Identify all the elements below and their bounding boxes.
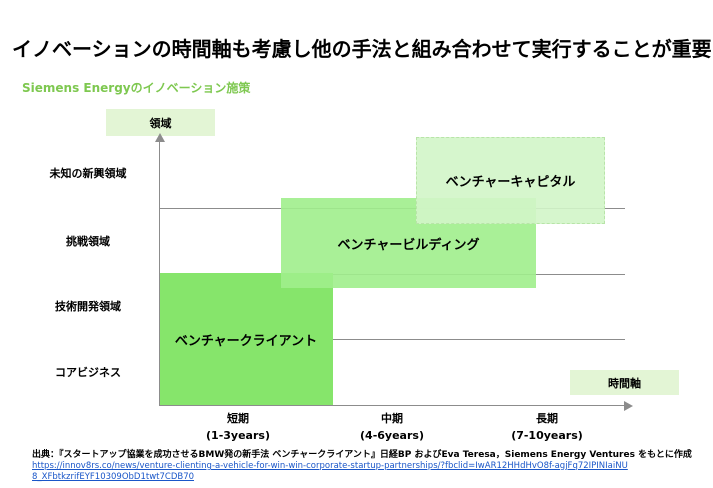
y-level-tech-dev: 技術開発領域 <box>55 300 121 313</box>
venture-capital-block: ベンチャーキャピタル <box>416 137 605 224</box>
x-axis-arrow-icon <box>624 401 633 411</box>
x-level-mid: 中期 (4-6years) <box>337 410 447 444</box>
y-level-core: コアビジネス <box>55 366 121 379</box>
x-level-mid-label: 中期 <box>381 412 403 425</box>
y-axis-arrow-icon <box>155 133 165 142</box>
y-axis-title-box: 領域 <box>106 109 215 136</box>
x-level-long-label: 長期 <box>536 412 558 425</box>
grid-line <box>159 339 625 340</box>
venture-building-label: ベンチャービルディング <box>337 237 480 253</box>
x-axis-line <box>159 405 625 406</box>
y-axis-line <box>159 140 160 406</box>
x-axis-title-box: 時間軸 <box>570 370 679 395</box>
x-level-short: 短期 (1-3years) <box>183 410 293 444</box>
source-link[interactable]: https://innov8rs.co/news/venture-clienti… <box>32 461 628 482</box>
x-level-short-range: (1-3years) <box>206 429 270 442</box>
x-level-short-label: 短期 <box>227 412 249 425</box>
venture-client-label: ベンチャークライアント <box>174 334 318 349</box>
x-axis-title: 時間軸 <box>608 376 641 390</box>
venture-client-block: ベンチャークライアント <box>159 273 333 406</box>
x-level-long: 長期 (7-10years) <box>492 410 602 444</box>
source-text: 出典：『スタートアップ協業を成功させるBMW発の新手法 ベンチャークライアント』… <box>32 450 692 460</box>
venture-capital-label: ベンチャーキャピタル <box>445 175 576 190</box>
x-level-long-range: (7-10years) <box>511 429 583 442</box>
y-axis-title: 領域 <box>149 116 172 130</box>
x-level-mid-range: (4-6years) <box>360 429 424 442</box>
page-title: イノベーションの時間軸も考慮し他の手法と組み合わせて実行することが重要 <box>12 37 712 61</box>
diagram-subtitle: Siemens Energyのイノベーション施策 <box>22 81 251 95</box>
y-level-emerging: 未知の新興領域 <box>49 167 127 180</box>
y-level-challenge: 挑戦領域 <box>66 235 110 248</box>
